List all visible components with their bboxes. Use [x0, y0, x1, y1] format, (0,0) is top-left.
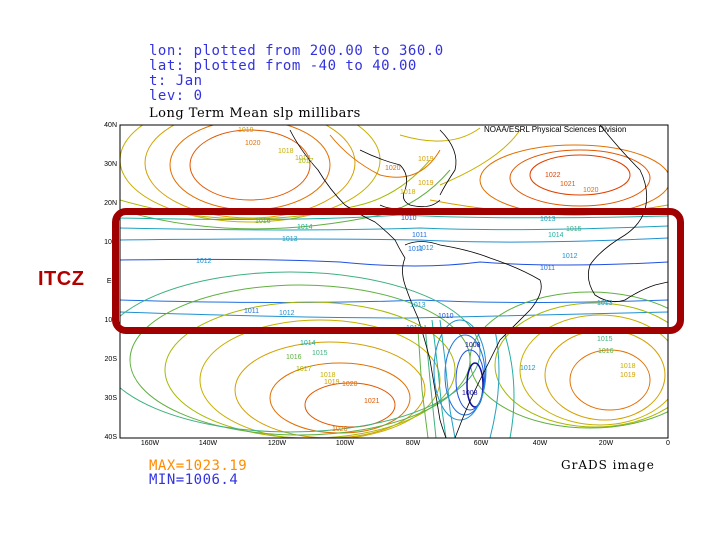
contour-label: 1018	[278, 148, 294, 155]
lon-label: 0	[666, 440, 670, 447]
lon-label: 80W	[405, 440, 421, 447]
contour-label: 1018	[295, 155, 311, 162]
contour-label: 1016	[255, 218, 271, 225]
contour-label: 1013	[540, 216, 556, 223]
contour-label: 1012	[418, 245, 434, 252]
contour-label: 1011	[540, 265, 556, 272]
lat-label: 20S	[104, 356, 117, 363]
lon-label: 160W	[140, 440, 160, 447]
contour-label: 1014	[548, 232, 564, 239]
contour-label: 1016	[286, 354, 302, 361]
time-text: t: Jan	[149, 73, 203, 89]
contour-label: 1012	[196, 258, 212, 265]
lat-label: 20N	[104, 200, 117, 207]
lat-label: 10N	[104, 239, 117, 246]
contour-label: 1015	[566, 226, 582, 233]
lat-label: EQ	[106, 278, 117, 285]
contour-label: 1021	[560, 181, 576, 188]
contour-label: 1019	[418, 180, 434, 187]
contour-label: 1012	[562, 253, 578, 260]
contour-label: 1021	[364, 398, 380, 405]
contour-label: 1020	[342, 381, 358, 388]
lon-range-text: lon: plotted from 200.00 to 360.0	[149, 43, 444, 59]
contour-label: 1014	[300, 340, 316, 347]
lat-label: 30N	[104, 161, 117, 168]
contour-label: 1020	[583, 187, 599, 194]
contour-label: 1020	[245, 140, 261, 147]
contour-label: 1011	[244, 308, 260, 315]
contour-label: 1012	[520, 365, 536, 372]
lon-label: 60W	[473, 440, 489, 447]
contour-label: 1018	[620, 363, 636, 370]
contour-label: 1020	[332, 426, 348, 433]
lat-label: 30S	[104, 395, 117, 402]
contour-label: 1018	[320, 372, 336, 379]
contour-label: 1022	[545, 172, 561, 179]
map-title: Long Term Mean slp millibars	[149, 106, 361, 121]
grads-image-label: GrADS image	[561, 458, 655, 472]
itcz-highlight-box	[112, 208, 684, 334]
contour-label: 1019	[238, 127, 254, 134]
map-frame	[119, 124, 669, 439]
max-value: MAX=1023.19	[149, 458, 248, 474]
min-value: MIN=1006.4	[149, 472, 239, 488]
lat-label: 40S	[104, 434, 117, 441]
contour-label: 1011	[408, 246, 424, 253]
contour-label: 1010	[438, 313, 454, 320]
lon-label: 100W	[335, 440, 355, 447]
contour-label: 1013	[282, 236, 298, 243]
lon-label: 40W	[532, 440, 548, 447]
contour-label: 1013	[410, 302, 426, 309]
contour-label: 1017	[296, 366, 312, 373]
contour-label: 1017	[298, 158, 314, 165]
contour-label: 1015	[597, 336, 613, 343]
lon-label: 20W	[598, 440, 614, 447]
contour-label: 1013	[597, 300, 613, 307]
contour-label: 1014	[297, 224, 313, 231]
contour-label: 1016	[598, 348, 614, 355]
lat-label: 10S	[104, 317, 117, 324]
contour-label: 1010	[401, 215, 417, 222]
contour-label: 1019	[620, 372, 636, 379]
lat-label: 40N	[104, 122, 117, 129]
itcz-label: ITCZ	[38, 268, 85, 290]
lon-label: 140W	[198, 440, 218, 447]
contour-label: 1012	[279, 310, 295, 317]
contour-label: 1020	[385, 165, 401, 172]
credit-text: NOAA/ESRL Physical Sciences Division	[484, 125, 627, 134]
lat-range-text: lat: plotted from -40 to 40.00	[149, 58, 417, 74]
contour-label: 1019	[324, 379, 340, 386]
contour-label: 1008	[465, 342, 481, 349]
contour-label: 1011	[412, 232, 428, 239]
contour-label: 1018	[400, 189, 416, 196]
lon-label: 120W	[267, 440, 287, 447]
contour-label: 1008	[462, 390, 478, 397]
level-text: lev: 0	[149, 88, 203, 104]
contour-label: 1015	[312, 350, 328, 357]
contour-label: 1019	[418, 156, 434, 163]
